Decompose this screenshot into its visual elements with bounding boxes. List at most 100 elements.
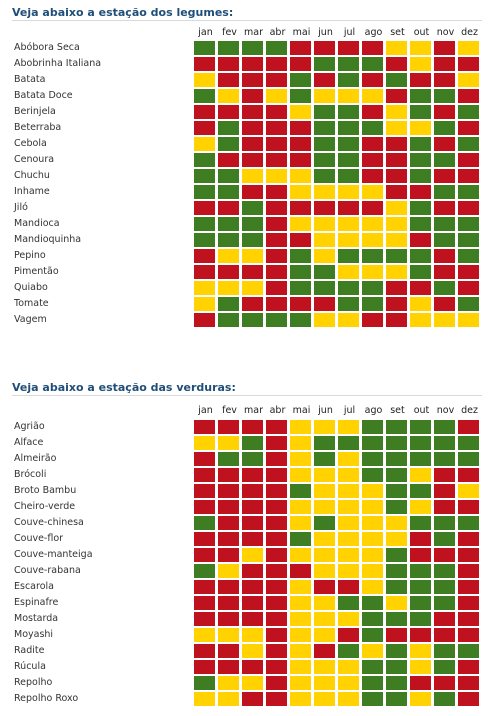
month-label: jan (198, 27, 213, 38)
season-cell (458, 612, 479, 626)
season-cell (314, 660, 335, 674)
season-cell (458, 169, 479, 183)
season-cell (314, 564, 335, 578)
season-cell (362, 436, 383, 450)
season-cell (434, 564, 455, 578)
row-label: Repolho Roxo (14, 693, 79, 704)
season-cell (290, 452, 311, 466)
season-cell (386, 105, 407, 119)
month-label: mar (244, 27, 263, 38)
season-cell (194, 628, 215, 642)
season-cell (410, 89, 431, 103)
season-cell (338, 468, 359, 482)
season-cell (434, 105, 455, 119)
season-cell (434, 420, 455, 434)
season-cell (314, 217, 335, 231)
season-cell (338, 73, 359, 87)
season-cell (434, 436, 455, 450)
season-cell (266, 249, 287, 263)
season-cell (290, 580, 311, 594)
season-cell (338, 297, 359, 311)
season-cell (218, 73, 239, 87)
season-cell (362, 484, 383, 498)
season-cell (194, 532, 215, 546)
season-cell (338, 233, 359, 247)
row-label: Mandioca (14, 218, 60, 229)
season-cell (266, 516, 287, 530)
season-cell (194, 105, 215, 119)
season-cell (290, 281, 311, 295)
season-cell (338, 484, 359, 498)
season-cell (218, 644, 239, 658)
season-cell (242, 73, 263, 87)
season-cell (242, 548, 263, 562)
season-cell (242, 532, 263, 546)
season-cell (458, 468, 479, 482)
season-cell (362, 169, 383, 183)
season-cell (362, 420, 383, 434)
season-cell (194, 313, 215, 327)
season-cell (410, 169, 431, 183)
season-cell (266, 89, 287, 103)
season-cell (362, 660, 383, 674)
season-cell (386, 249, 407, 263)
season-cell (362, 201, 383, 215)
season-cell (434, 89, 455, 103)
season-cell (242, 564, 263, 578)
season-cell (266, 313, 287, 327)
season-cell (290, 596, 311, 610)
row-label: Mostarda (14, 613, 59, 624)
season-cell (242, 169, 263, 183)
row-label: Batata (14, 74, 46, 85)
season-cell (338, 436, 359, 450)
season-cell (218, 468, 239, 482)
season-cell (266, 57, 287, 71)
season-cell (410, 692, 431, 706)
season-cell (458, 201, 479, 215)
season-cell (314, 420, 335, 434)
season-cell (194, 233, 215, 247)
season-cell (410, 612, 431, 626)
season-cell (266, 297, 287, 311)
season-cell (386, 420, 407, 434)
row-label: Moyashi (14, 629, 54, 640)
season-cell (194, 281, 215, 295)
season-cell (338, 420, 359, 434)
legumes-title: Veja abaixo a estação dos legumes: (12, 6, 234, 19)
row-label: Pimentão (14, 266, 59, 277)
season-cell (410, 249, 431, 263)
season-cell (458, 73, 479, 87)
season-cell (314, 548, 335, 562)
season-cell (338, 265, 359, 279)
season-cell (218, 676, 239, 690)
legumes-season-grid (194, 41, 482, 329)
season-cell (194, 297, 215, 311)
month-label: ago (364, 27, 383, 38)
season-cell (386, 516, 407, 530)
season-cell (314, 121, 335, 135)
season-cell (218, 516, 239, 530)
season-cell (386, 596, 407, 610)
season-cell (218, 185, 239, 199)
season-cell (242, 89, 263, 103)
season-cell (314, 468, 335, 482)
month-label: jun (318, 27, 333, 38)
season-cell (386, 692, 407, 706)
season-cell (458, 628, 479, 642)
season-cell (338, 89, 359, 103)
season-cell (338, 676, 359, 690)
season-cell (386, 644, 407, 658)
season-cell (290, 548, 311, 562)
season-cell (194, 201, 215, 215)
season-cell (362, 500, 383, 514)
season-cell (242, 596, 263, 610)
season-cell (434, 500, 455, 514)
season-cell (386, 580, 407, 594)
season-cell (434, 201, 455, 215)
season-cell (218, 596, 239, 610)
season-cell (338, 121, 359, 135)
row-label: Cenoura (14, 154, 55, 165)
season-cell (362, 73, 383, 87)
season-cell (458, 436, 479, 450)
legumes-section: Veja abaixo a estação dos legumes: jan f… (0, 0, 488, 340)
